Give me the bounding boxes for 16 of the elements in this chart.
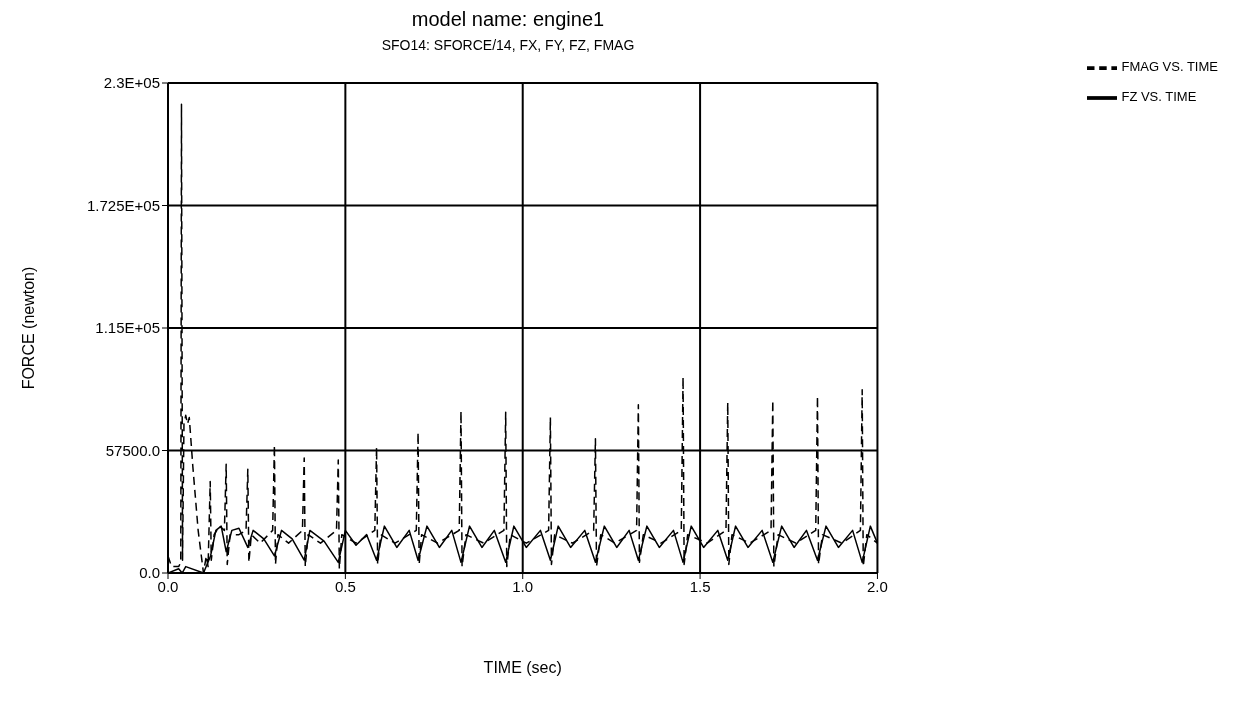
legend-label: FMAG VS. TIME — [1121, 59, 1218, 75]
y-tick-label: 0.0 — [139, 564, 160, 582]
y-tick-label: 1.15E+05 — [95, 319, 160, 337]
x-tick-label: 1.0 — [512, 577, 534, 595]
x-axis-title: TIME (sec) — [483, 659, 562, 676]
x-tick-label: 1.5 — [689, 577, 711, 595]
y-tick-label: 1.725E+05 — [87, 196, 160, 214]
y-tick-label: 2.3E+05 — [103, 74, 160, 92]
chart-title: model name: engine1 — [410, 8, 606, 31]
x-tick-label: 0.0 — [157, 577, 179, 595]
legend-label: FZ VS. TIME — [1121, 89, 1197, 105]
x-tick-label: 2.0 — [867, 577, 888, 595]
y-tick-label: 57500.0 — [105, 441, 160, 459]
x-tick-label: 0.5 — [334, 577, 356, 595]
chart-subtitle: SFO14: SFORCE/14, FX, FY, FZ, FMAG — [380, 37, 636, 53]
y-axis-title: FORCE (newton) — [19, 266, 37, 390]
